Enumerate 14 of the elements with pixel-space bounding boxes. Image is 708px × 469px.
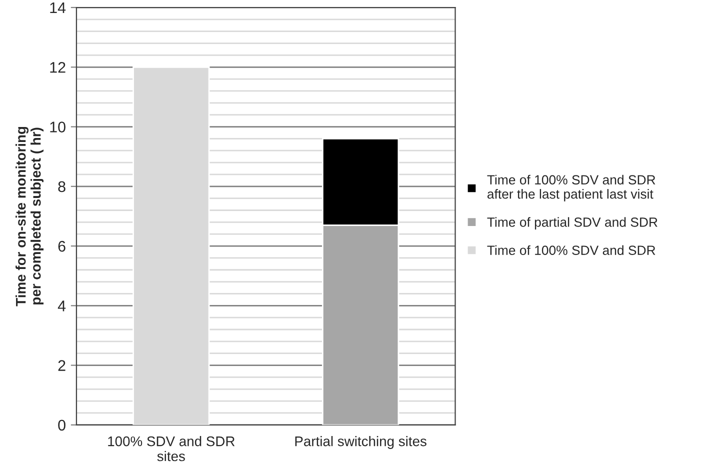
x-tick-label: 100% SDV and SDR sites bbox=[108, 436, 235, 462]
legend-label: Time of partial SDV and SDR bbox=[487, 217, 658, 230]
y-tick-label: 10 bbox=[50, 122, 66, 132]
y-tick-label: 12 bbox=[50, 62, 66, 73]
y-tick-label: 8 bbox=[58, 181, 66, 192]
y-axis-title: Time for on-site monitoring per completed subject ( hr) bbox=[16, 126, 44, 306]
y-tick-label: 2 bbox=[58, 360, 66, 371]
y-tick-label: 6 bbox=[58, 240, 66, 252]
y-tick-label: 4 bbox=[58, 300, 66, 312]
x-tick-label: Partial switching sites bbox=[295, 436, 426, 449]
y-tick-label: 14 bbox=[50, 2, 66, 14]
legend-label: Time of 100% SDV and SDR after the last patient last visit bbox=[487, 174, 656, 202]
legend-label: Time of 100% SDV and SDR bbox=[487, 245, 656, 255]
y-tick-label: 0 bbox=[58, 420, 66, 431]
